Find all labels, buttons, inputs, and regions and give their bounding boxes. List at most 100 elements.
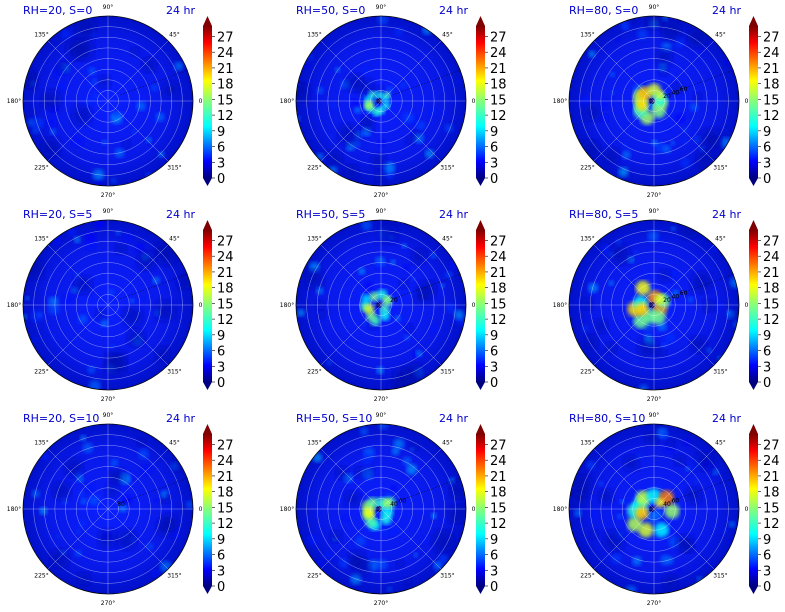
polar-panel: 90° 45° 0° 315° 270° 225° 180° 135° RH=20, S=5 24… bbox=[7, 208, 234, 403]
field-blob bbox=[683, 438, 691, 446]
colorbar-tick-label: 18 bbox=[490, 282, 507, 297]
angular-gridline bbox=[653, 40, 715, 102]
polar-boundary bbox=[568, 219, 740, 391]
angle-tick-label: 0° bbox=[199, 506, 206, 513]
field-blob bbox=[304, 63, 311, 70]
colorbar-tick-label: 27 bbox=[490, 438, 507, 453]
field-blob bbox=[670, 226, 676, 231]
angle-tick-label: 225° bbox=[34, 572, 48, 579]
field-patch bbox=[24, 259, 45, 279]
field-blob bbox=[84, 97, 93, 106]
panel-time-label: 24 hr bbox=[712, 412, 741, 425]
panel-time-label: 24 hr bbox=[439, 208, 468, 221]
colorbar-extend-top bbox=[476, 16, 485, 26]
field-blob bbox=[687, 296, 694, 303]
polar-boundary bbox=[568, 15, 740, 187]
field-patch bbox=[661, 21, 682, 42]
field-patch bbox=[122, 305, 144, 327]
field-blob bbox=[672, 289, 679, 297]
field-patch bbox=[354, 467, 366, 478]
field-blob bbox=[85, 482, 96, 493]
contour-label: 20 bbox=[390, 297, 398, 304]
field-blob bbox=[151, 117, 158, 125]
contour-label: 40 bbox=[672, 89, 680, 96]
field-blob bbox=[693, 566, 700, 573]
polar-boundary bbox=[22, 219, 194, 391]
field-patch bbox=[41, 90, 62, 111]
field-blob bbox=[670, 141, 675, 146]
angular-gridline bbox=[653, 508, 715, 570]
field-blob bbox=[402, 264, 410, 272]
angular-gridline bbox=[593, 448, 655, 510]
colorbar-tick-label: 9 bbox=[763, 329, 771, 344]
panel-title: RH=50, S=0 bbox=[296, 4, 365, 17]
colorbar-tick-label: 27 bbox=[490, 30, 507, 45]
angle-tick-label: 90° bbox=[376, 412, 387, 419]
field-blob bbox=[647, 230, 659, 242]
panel-title: RH=20, S=10 bbox=[23, 412, 99, 425]
field-blob bbox=[56, 81, 67, 92]
hotspot-blob bbox=[638, 522, 654, 538]
colorbar-extend-top bbox=[203, 424, 212, 434]
field-blob bbox=[400, 81, 407, 88]
angle-tick-label: 45° bbox=[442, 440, 453, 447]
angular-gridline bbox=[107, 304, 169, 366]
field-blob bbox=[440, 283, 446, 288]
field-blob bbox=[185, 500, 193, 510]
field-blob bbox=[444, 270, 454, 280]
angle-tick-label: 180° bbox=[280, 506, 294, 513]
field-blob bbox=[55, 534, 61, 539]
angle-tick-label: 225° bbox=[580, 572, 594, 579]
field-patch bbox=[637, 337, 659, 359]
field-texture bbox=[306, 424, 466, 592]
field-blob bbox=[47, 303, 60, 315]
colorbar-tick-label: 0 bbox=[763, 172, 771, 187]
field-blob bbox=[685, 466, 690, 472]
field-blob bbox=[78, 491, 85, 498]
angular-gridline bbox=[47, 508, 109, 570]
field-blob bbox=[171, 529, 181, 539]
angle-tick-label: 135° bbox=[307, 236, 321, 243]
field-patch bbox=[329, 530, 342, 543]
angle-tick-label: 0° bbox=[745, 302, 752, 309]
colorbar-tick-label: 24 bbox=[490, 46, 507, 61]
field-blob bbox=[667, 126, 674, 133]
field-blob bbox=[406, 463, 418, 475]
colorbar-tick-label: 15 bbox=[490, 297, 507, 312]
angle-tick-label: 135° bbox=[307, 32, 321, 39]
field-patch bbox=[130, 46, 140, 57]
field-blob bbox=[355, 536, 366, 547]
angle-tick-label: 315° bbox=[167, 164, 181, 171]
panel-title: RH=80, S=5 bbox=[569, 208, 638, 221]
field-blob bbox=[315, 559, 324, 568]
field-blob bbox=[413, 552, 418, 558]
angle-tick-label: 180° bbox=[7, 302, 21, 309]
angle-tick-label: 90° bbox=[649, 4, 660, 11]
field-patch bbox=[374, 170, 387, 182]
field-blob bbox=[72, 135, 84, 148]
colorbar-extend-top bbox=[203, 220, 212, 230]
field-patch bbox=[605, 342, 618, 355]
angle-tick-label: 270° bbox=[374, 396, 388, 403]
colorbar-tick-label: 9 bbox=[763, 533, 771, 548]
field-blob bbox=[682, 127, 688, 133]
field-patch bbox=[584, 103, 602, 121]
field-blob bbox=[660, 554, 671, 566]
hotspot-blob bbox=[366, 497, 379, 509]
contour-label: 40 bbox=[390, 501, 398, 508]
field-blob bbox=[84, 561, 89, 566]
field-blob bbox=[123, 232, 134, 243]
field-blob bbox=[601, 244, 611, 255]
contour-label: 80 bbox=[117, 501, 125, 508]
colorbar-tick-label: 6 bbox=[490, 345, 498, 360]
field-blob bbox=[315, 286, 324, 295]
radial-axis-line bbox=[665, 69, 735, 96]
hotspot-blob bbox=[361, 294, 372, 305]
colorbar-tick-label: 9 bbox=[490, 125, 498, 140]
field-blob bbox=[401, 243, 407, 249]
field-blob bbox=[100, 319, 109, 327]
field-patch bbox=[448, 505, 466, 524]
field-patch bbox=[662, 574, 678, 590]
angle-tick-label: 315° bbox=[713, 368, 727, 375]
field-blob bbox=[453, 309, 465, 320]
